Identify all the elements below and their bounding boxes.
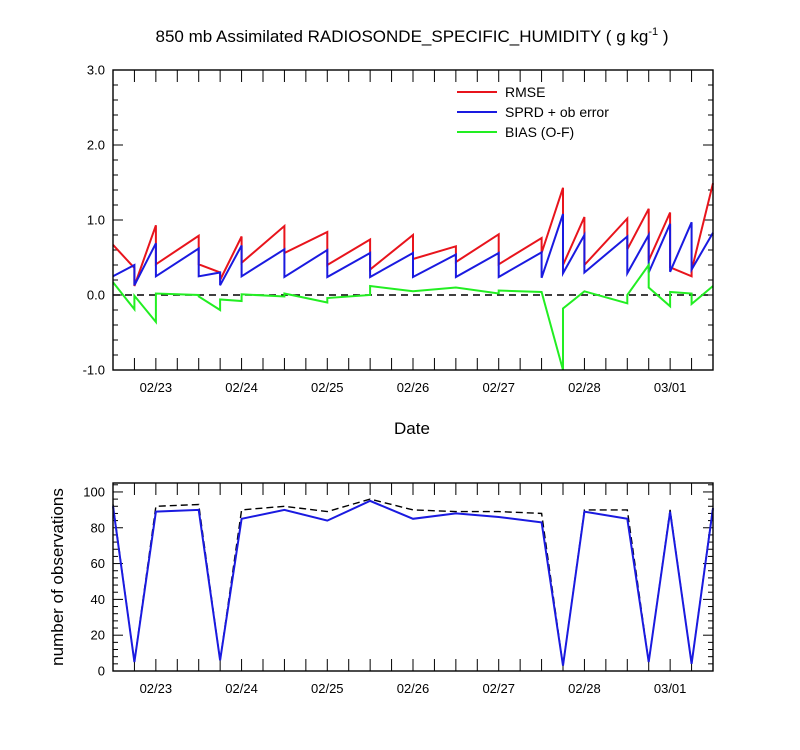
- top-series-group: [112, 182, 714, 371]
- top-x-tick-labels: 02/23 02/24 02/25 02/26 02/27 02/28 03/01: [140, 380, 687, 395]
- x-tick-label: 02/24: [225, 681, 258, 696]
- x-tick-label: 02/28: [568, 380, 601, 395]
- chart-title-main: 850 mb Assimilated RADIOSONDE_SPECIFIC_H…: [156, 27, 649, 46]
- y-tick-label: 2.0: [87, 138, 105, 153]
- top-plot-frame: [112, 69, 714, 371]
- y-tick-label: 80: [91, 520, 105, 535]
- y-tick-label: 0: [98, 664, 105, 679]
- y-tick-label: 0.0: [87, 288, 105, 303]
- x-tick-label: 02/27: [482, 681, 515, 696]
- legend-label-rmse: RMSE: [505, 84, 545, 100]
- top-axis-ticks: [113, 69, 713, 371]
- y-tick-label: 20: [91, 628, 105, 643]
- series-line-obs-used: [112, 499, 714, 666]
- x-tick-label: 02/23: [140, 380, 173, 395]
- series-line-sprd: [112, 213, 714, 286]
- top-panel: 850 mb Assimilated RADIOSONDE_SPECIFIC_H…: [83, 26, 714, 438]
- legend-label-sprd: SPRD + ob error: [505, 104, 609, 120]
- x-tick-label: 02/23: [140, 681, 173, 696]
- legend: RMSE SPRD + ob error BIAS (O-F): [457, 84, 609, 140]
- x-axis-title: Date: [394, 419, 430, 438]
- bottom-axis-ticks: [113, 483, 713, 672]
- bottom-plot-frame: [112, 482, 714, 672]
- x-tick-label: 02/27: [482, 380, 515, 395]
- bottom-y-tick-labels: 0 20 40 60 80 100: [83, 484, 105, 678]
- y-tick-label: 60: [91, 556, 105, 571]
- bottom-x-tick-labels: 02/23 02/24 02/25 02/26 02/27 02/28 03/01: [140, 681, 687, 696]
- chart-title-close: ): [658, 27, 668, 46]
- series-line-rmse: [112, 182, 714, 287]
- x-tick-label: 02/28: [568, 681, 601, 696]
- x-tick-label: 02/25: [311, 681, 344, 696]
- y-tick-label: 100: [83, 484, 105, 499]
- bottom-series-group: [112, 498, 714, 666]
- legend-label-bias: BIAS (O-F): [505, 124, 574, 140]
- x-tick-label: 02/25: [311, 380, 344, 395]
- y-tick-label: 40: [91, 592, 105, 607]
- y-tick-label: -1.0: [83, 363, 105, 378]
- series-line-obs-possible: [112, 498, 714, 666]
- top-y-tick-labels: -1.0 0.0 1.0 2.0 3.0: [83, 63, 105, 378]
- x-tick-label: 02/24: [225, 380, 258, 395]
- y-tick-label: 3.0: [87, 63, 105, 78]
- x-tick-label: 03/01: [654, 681, 687, 696]
- chart-title-exponent: -1: [648, 26, 658, 38]
- x-tick-label: 03/01: [654, 380, 687, 395]
- y-tick-label: 1.0: [87, 213, 105, 228]
- series-line-bias: [112, 261, 714, 371]
- x-tick-label: 02/26: [397, 380, 430, 395]
- y-axis-title-observations: number of observations: [48, 488, 67, 666]
- chart-title: 850 mb Assimilated RADIOSONDE_SPECIFIC_H…: [156, 26, 669, 46]
- x-tick-label: 02/26: [397, 681, 430, 696]
